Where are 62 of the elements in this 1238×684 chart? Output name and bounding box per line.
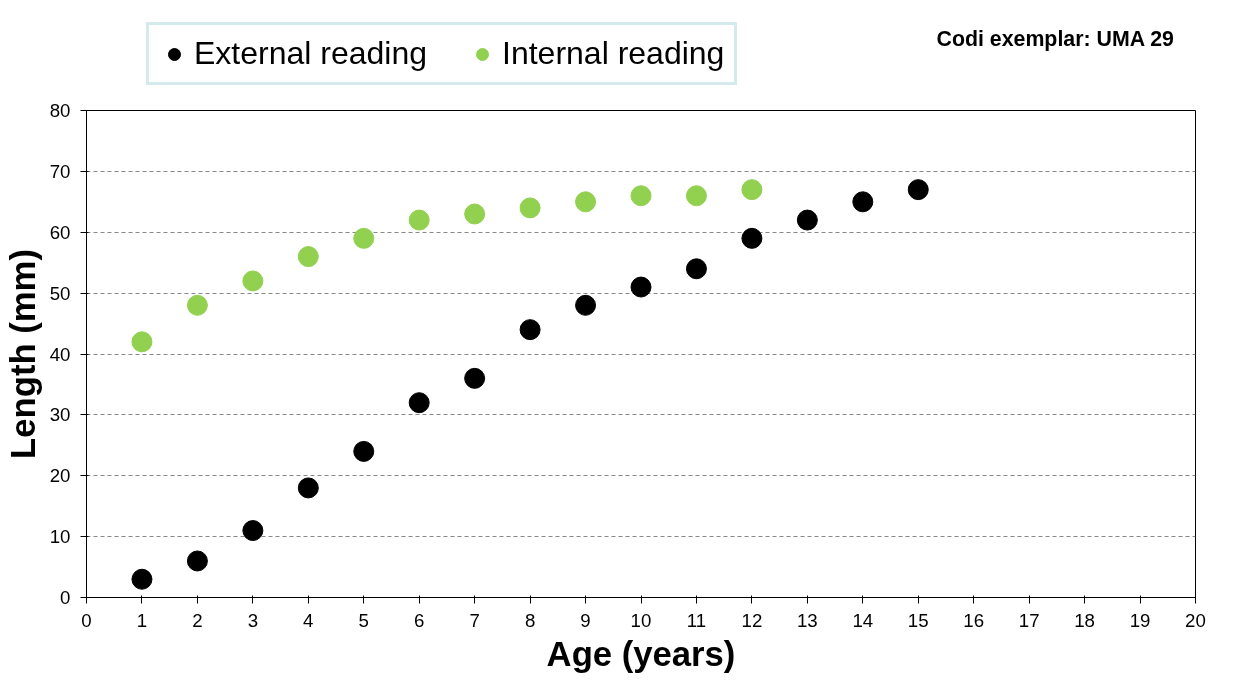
legend-label: External reading [194,35,428,72]
x-tick-label: 2 [192,609,203,631]
y-tick-label: 20 [49,465,71,487]
x-tick-label: 16 [963,609,985,631]
x-tick-label: 13 [796,609,818,631]
point [685,258,707,280]
y-tick-label: 0 [60,587,71,608]
x-tick-label: 14 [852,609,874,631]
point [186,294,208,316]
point [242,270,264,292]
x-tick-label: 19 [1129,609,1151,631]
point [685,185,707,207]
x-tick-label: 18 [1074,609,1095,631]
point [353,440,375,462]
point [408,209,430,231]
point [741,179,763,201]
x-tick-label: 10 [630,609,652,631]
x-tick-label: 5 [358,609,369,631]
point [519,197,541,219]
y-tick-label: 10 [49,526,71,548]
legend-label: Internal reading [502,35,725,72]
y-tick-label: 40 [49,343,71,365]
y-tick-label: 60 [49,221,71,243]
point [575,294,597,316]
point [519,319,541,341]
x-tick-label: 0 [81,609,92,631]
x-tick-label: 15 [907,609,929,631]
point [408,392,430,414]
point [741,227,763,249]
x-tick-label: 11 [686,609,707,631]
x-tick-label: 3 [247,609,259,631]
x-tick-label: 1 [136,609,148,631]
point [464,367,486,389]
x-tick-label: 8 [524,609,536,631]
x-tick-label: 12 [741,609,763,631]
x-axis-title: Age (years) [546,634,736,673]
y-tick-label: 70 [49,160,71,182]
x-tick-label: 6 [414,609,425,631]
x-tick-label: 20 [1185,609,1206,631]
y-tick-label: 50 [49,282,71,304]
text: Codi exemplar: UMA 29 [936,26,1175,51]
point [242,520,264,542]
y-tick-label: 30 [49,404,71,426]
point [907,179,929,201]
x-tick-label: 9 [580,609,591,631]
x-tick-label: 17 [1018,609,1040,631]
point [297,246,319,268]
point [131,568,153,590]
point [186,550,208,572]
point [796,209,818,231]
point [464,203,486,225]
y-tick-label: 80 [49,100,71,121]
point [353,227,375,249]
point [297,477,319,499]
x-tick-label: 7 [469,609,480,631]
point [630,185,652,207]
y-axis-title: Length (mm) [3,249,42,459]
point [131,331,153,353]
point [852,191,874,213]
point [630,276,652,298]
x-tick-label: 4 [303,609,314,631]
point [575,191,597,213]
